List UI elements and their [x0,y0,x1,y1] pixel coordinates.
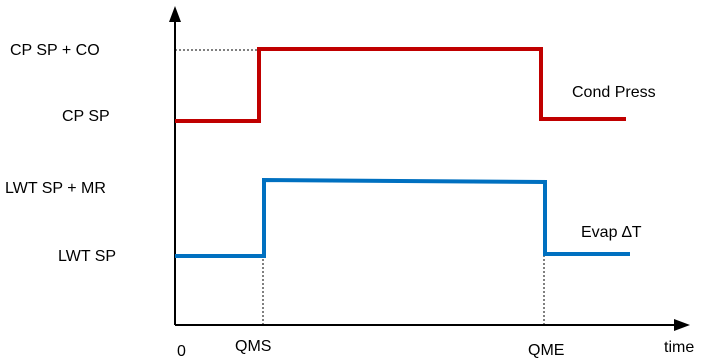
x-axis-arrow [674,319,690,331]
label-evap-dt: Evap ∆T [581,224,642,241]
label-cp-sp: CP SP [62,108,110,125]
label-cp-sp-co: CP SP + CO [10,42,100,59]
label-time: time [664,339,694,356]
y-axis-arrow [169,6,181,22]
cond-press-line [175,47,626,123]
label-lwt-sp: LWT SP [58,248,116,265]
label-origin: 0 [177,343,186,359]
evap-dt-line [175,177,630,258]
label-lwt-sp-mr: LWT SP + MR [5,180,106,197]
label-qme: QME [528,342,564,359]
label-qms: QMS [235,338,271,355]
label-cond-press: Cond Press [572,84,656,101]
